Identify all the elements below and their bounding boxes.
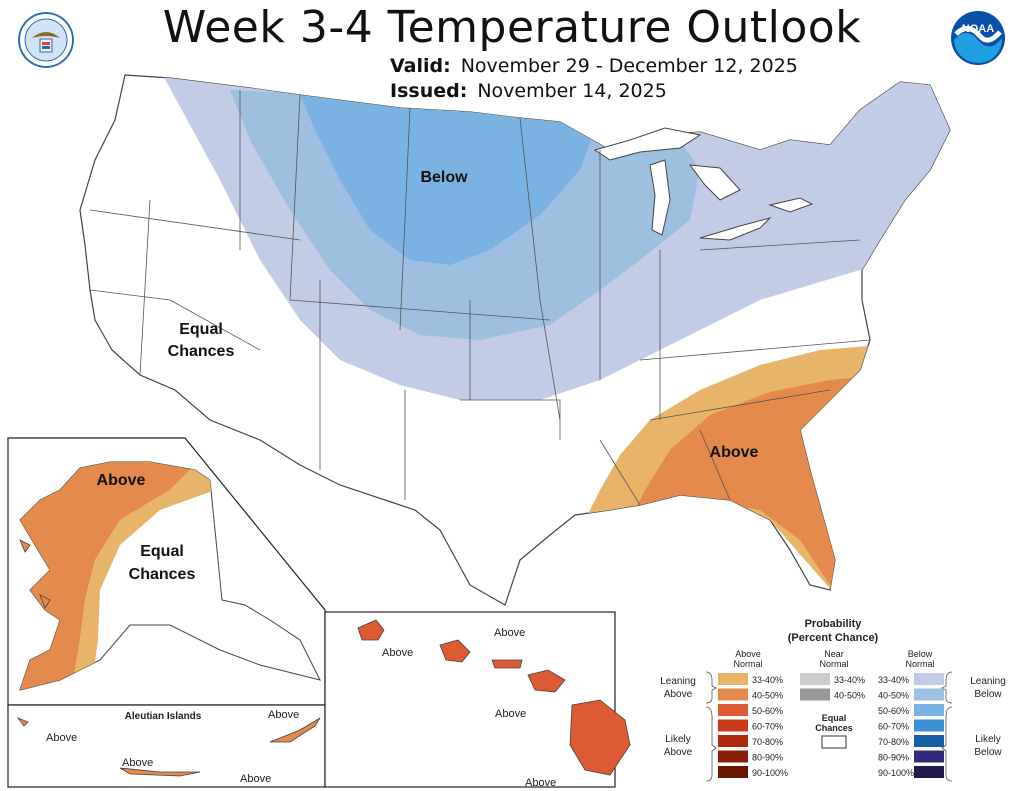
- legend-above-header-1: Above: [735, 649, 761, 659]
- svg-text:NOAA: NOAA: [962, 23, 994, 35]
- legend-likely-below-2: Below: [974, 747, 1002, 758]
- legend-above-swatch-6: [718, 766, 748, 778]
- aleutians-title: Aleutian Islands: [125, 711, 202, 722]
- aleutians-label-central: Above: [122, 757, 153, 769]
- legend-above-swatch-2: [718, 704, 748, 716]
- legend-above-swatch-label-2: 50-60%: [752, 706, 783, 716]
- issued-date: November 14, 2025: [477, 80, 667, 102]
- legend-near-swatch-label-0: 33-40%: [834, 675, 865, 685]
- legend: Probability (Percent Chance) Above Norma…: [660, 618, 1006, 782]
- aleutians-label-east-bottom: Above: [240, 773, 271, 785]
- legend-leaning-above-2: Above: [664, 689, 693, 700]
- above-label: Above: [710, 444, 759, 461]
- hawaii-label-maui: Above: [495, 708, 526, 720]
- legend-leaning-below-1: Leaning: [970, 676, 1006, 687]
- legend-title-line1: Probability: [805, 618, 863, 630]
- issued-line: Issued: November 14, 2025: [390, 80, 667, 102]
- legend-below-swatch-label-4: 70-80%: [878, 737, 909, 747]
- legend-near-header-2: Normal: [819, 659, 848, 669]
- legend-leaning-below-2: Below: [974, 689, 1002, 700]
- hawaii-big-island: [569, 699, 631, 776]
- alaska-inset: Above Equal Chances: [7, 437, 326, 706]
- below-50-60-region: [300, 95, 600, 265]
- hawaii-inset: Above Above Above Above: [324, 611, 631, 789]
- legend-below-swatch-label-1: 40-50%: [878, 691, 909, 701]
- hawaii-label-oahu: Above: [494, 627, 525, 639]
- equal-chances-label-line2: Chances: [168, 343, 235, 360]
- legend-leaning-above-1: Leaning: [660, 676, 696, 687]
- equal-chances-label-line1: Equal: [179, 321, 223, 338]
- legend-below-swatches: 33-40% 40-50% 50-60% 60-70% 70-80% 80-90% 90-1…: [878, 673, 944, 778]
- legend-below-swatch-label-6: 90-100%: [878, 768, 914, 778]
- legend-likely-above-1: Likely: [665, 734, 691, 745]
- legend-above-swatch-label-1: 40-50%: [752, 691, 783, 701]
- legend-near-swatch-label-1: 40-50%: [834, 691, 865, 701]
- legend-below-header-2: Normal: [905, 659, 934, 669]
- legend-above-swatch-3: [718, 719, 748, 732]
- legend-above-swatch-5: [718, 750, 748, 763]
- aleutians-label-west: Above: [46, 732, 77, 744]
- legend-below-swatch-0: [914, 673, 944, 685]
- issued-label: Issued:: [390, 80, 468, 102]
- alaska-equal-label-line2: Chances: [129, 566, 196, 583]
- legend-likely-below-1: Likely: [975, 734, 1001, 745]
- legend-below-swatch-2: [914, 704, 944, 716]
- alaska-above-label: Above: [97, 472, 146, 489]
- legend-above-swatch-0: [718, 673, 748, 685]
- legend-title-line2: (Percent Chance): [788, 632, 879, 644]
- legend-below-swatch-label-5: 80-90%: [878, 753, 909, 763]
- legend-below-header-1: Below: [908, 649, 933, 659]
- commerce-seal-logo: [18, 12, 74, 68]
- conus-shading: [160, 75, 950, 600]
- legend-above-swatch-label-0: 33-40%: [752, 675, 783, 685]
- legend-above-swatches: 33-40% 40-50% 50-60% 60-70% 70-80% 80-90% 90-1…: [718, 673, 788, 778]
- noaa-logo: NOAA: [951, 11, 1005, 65]
- valid-dates: November 29 - December 12, 2025: [460, 55, 798, 77]
- oahu-island: [439, 639, 471, 663]
- legend-likely-above-2: Above: [664, 747, 693, 758]
- legend-above-swatch-1: [718, 688, 748, 701]
- state-boundaries: [89, 90, 871, 506]
- legend-below-swatch-label-2: 50-60%: [878, 706, 909, 716]
- legend-below-swatch-label-0: 33-40%: [878, 675, 909, 685]
- hawaii-label-big-island: Above: [525, 777, 556, 789]
- below-label: Below: [420, 169, 468, 186]
- legend-below-swatch-label-3: 60-70%: [878, 722, 909, 732]
- legend-equal-chances-1: Equal: [822, 713, 847, 723]
- hawaii-label-kauai: Above: [382, 647, 413, 659]
- legend-above-swatch-4: [718, 735, 748, 747]
- legend-near-header-1: Near: [824, 649, 844, 659]
- valid-label: Valid:: [390, 55, 451, 77]
- alaska-equal-label-line1: Equal: [140, 543, 184, 560]
- legend-below-swatch-3: [914, 719, 944, 732]
- valid-line: Valid: November 29 - December 12, 2025: [390, 55, 798, 77]
- legend-below-swatch-1: [914, 688, 944, 701]
- legend-above-swatch-label-5: 80-90%: [752, 753, 783, 763]
- kauai-island: [357, 619, 385, 641]
- legend-above-swatch-label-6: 90-100%: [752, 768, 788, 778]
- legend-equal-chances-2: Chances: [815, 723, 853, 733]
- legend-below-swatch-5: [914, 750, 944, 763]
- great-lakes: [593, 127, 814, 241]
- legend-below-swatch-6: [914, 766, 944, 778]
- legend-above-header-2: Normal: [733, 659, 762, 669]
- legend-above-swatch-label-3: 60-70%: [752, 722, 783, 732]
- page-title: Week 3-4 Temperature Outlook: [162, 2, 862, 53]
- legend-near-swatches: 33-40% 40-50%: [800, 673, 865, 701]
- maui-island: [527, 669, 566, 693]
- legend-below-swatch-4: [914, 735, 944, 747]
- aleutians-inset: Aleutian Islands Above Above Above Above: [7, 704, 326, 788]
- molokai-island: [491, 659, 523, 669]
- legend-above-swatch-label-4: 70-80%: [752, 737, 783, 747]
- legend-near-swatch-1: [800, 688, 830, 701]
- legend-near-swatch-0: [800, 673, 830, 685]
- aleutians-label-east-top: Above: [268, 709, 299, 721]
- legend-equal-chances-swatch: [821, 735, 847, 749]
